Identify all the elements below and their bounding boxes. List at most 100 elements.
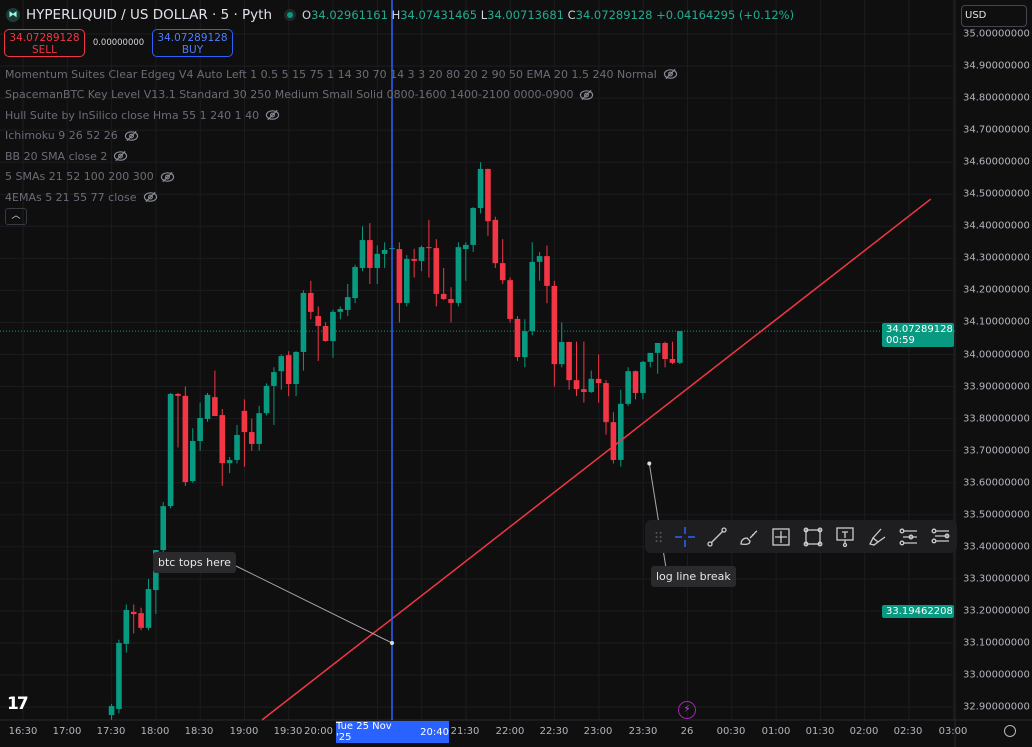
- candle-body: [647, 352, 654, 362]
- market-status-icon[interactable]: [284, 9, 297, 21]
- price-tick-label: 33.30000000: [963, 573, 1030, 585]
- eye-off-icon[interactable]: [124, 130, 139, 142]
- tradingview-logo[interactable]: 17: [7, 694, 29, 714]
- candle-body: [603, 383, 609, 423]
- indicator-item[interactable]: Ichimoku 9 26 52 26: [5, 126, 678, 147]
- price-tick-label: 33.70000000: [963, 445, 1030, 457]
- candle-body: [204, 394, 211, 419]
- symbol-title[interactable]: HYPERLIQUID / US DOLLAR · 5 · Pyth: [26, 7, 273, 23]
- candle-body: [138, 613, 144, 628]
- candle-body: [470, 208, 476, 245]
- price-tick-label: 33.10000000: [963, 637, 1030, 649]
- candle-body: [145, 589, 152, 628]
- eye-off-icon[interactable]: [663, 68, 678, 80]
- callout-btc-tops[interactable]: btc tops here: [153, 552, 236, 573]
- candle-body: [536, 256, 543, 262]
- price-tick-label: 33.80000000: [963, 413, 1030, 425]
- price-tick-label: 34.50000000: [963, 188, 1030, 200]
- candle-body: [167, 393, 174, 507]
- time-tick-label: 18:30: [184, 726, 214, 737]
- price-tick-label: 33.40000000: [963, 541, 1030, 553]
- highlighter-icon[interactable]: [861, 523, 893, 551]
- candle-body: [315, 316, 321, 326]
- time-tick-label: 02:00: [849, 726, 879, 737]
- candle-body: [551, 285, 558, 365]
- indicator-item[interactable]: Momentum Suites Clear Edgeg V4 Auto Left…: [5, 64, 678, 85]
- eye-off-icon[interactable]: [160, 171, 175, 183]
- eye-off-icon[interactable]: [143, 191, 158, 203]
- price-tick-label: 34.10000000: [963, 316, 1030, 328]
- candle-body: [308, 292, 314, 312]
- close-value: 34.07289128: [575, 8, 653, 22]
- buy-button[interactable]: 34.07289128 BUY: [152, 29, 233, 57]
- candle-body: [367, 240, 373, 268]
- brush-icon[interactable]: [733, 523, 765, 551]
- indicator-item[interactable]: Hull Suite by InSilico close Hma 55 1 24…: [5, 105, 678, 126]
- time-tick-label: 18:00: [140, 726, 170, 737]
- candle-body: [197, 417, 203, 442]
- settings-lines-icon[interactable]: [925, 523, 957, 551]
- low-value: 34.00713681: [487, 8, 564, 22]
- trendline-icon[interactable]: [701, 523, 733, 551]
- candle-body: [241, 410, 248, 433]
- candle-body: [123, 609, 130, 644]
- candle-body: [256, 413, 262, 444]
- crosshair-time-label: Tue 25 Nov '25 20:40: [336, 721, 449, 743]
- price-tick-label: 34.00000000: [963, 349, 1030, 360]
- ohlc-readout: O34.02961161 H34.07431465 L34.00713681 C…: [302, 8, 794, 22]
- candle-body: [330, 311, 336, 342]
- high-value: 34.07431465: [400, 8, 478, 22]
- price-tick-label: 33.50000000: [963, 509, 1030, 521]
- rectangle-icon[interactable]: [797, 523, 829, 551]
- candle-body: [507, 280, 513, 319]
- candle-body: [234, 434, 240, 460]
- buy-price: 34.07289128: [157, 32, 228, 44]
- eye-off-icon[interactable]: [265, 109, 280, 121]
- time-tick-label: 19:30: [273, 726, 303, 737]
- time-tick-label: 19:00: [229, 726, 259, 737]
- eye-off-icon[interactable]: [113, 150, 128, 162]
- time-tick-label: 17:30: [96, 726, 126, 737]
- candle-body: [573, 380, 580, 390]
- indicator-item[interactable]: SpacemanBTC Key Level V13.1 Standard 30 …: [5, 85, 678, 106]
- candle-body: [654, 342, 661, 353]
- price-tick-label: 34.40000000: [963, 220, 1030, 232]
- indicator-item[interactable]: 5 SMAs 21 52 100 200 300: [5, 167, 678, 188]
- time-tick-label: 01:30: [805, 726, 835, 737]
- crosshair-icon[interactable]: [669, 523, 701, 551]
- indicator-item[interactable]: 4EMAs 5 21 55 77 close: [5, 187, 678, 208]
- price-tick-label: 33.60000000: [963, 477, 1030, 489]
- candle-body: [426, 247, 432, 249]
- time-tick-label: 00:30: [716, 726, 746, 737]
- drag-handle-icon[interactable]: [649, 523, 669, 551]
- measure-icon[interactable]: [765, 523, 797, 551]
- callout-log-line-break[interactable]: log line break: [651, 566, 736, 587]
- eye-off-icon[interactable]: [579, 89, 594, 101]
- open-value: 34.02961161: [311, 8, 388, 22]
- candle-body: [558, 342, 565, 365]
- time-tick-label: 01:00: [761, 726, 791, 737]
- candle-body: [212, 397, 218, 417]
- candle-body: [662, 342, 668, 359]
- time-tick-label: 26: [680, 726, 694, 737]
- trade-panel: 34.07289128 SELL 0.00000000 34.07289128 BU…: [4, 29, 233, 57]
- candle-body: [514, 318, 521, 358]
- price-tick-label: 32.90000000: [963, 701, 1030, 713]
- time-tick-label: 23:00: [583, 726, 613, 737]
- currency-select[interactable]: USD: [961, 5, 1027, 27]
- text-icon[interactable]: [829, 523, 861, 551]
- price-tick-label: 34.30000000: [963, 252, 1030, 264]
- candle-body: [610, 422, 617, 460]
- axis-settings-icon[interactable]: [1004, 725, 1016, 737]
- candle-body: [293, 351, 299, 384]
- candle-body: [677, 331, 683, 363]
- candle-body: [116, 642, 122, 709]
- indicator-item[interactable]: BB 20 SMA close 2: [5, 146, 678, 167]
- crosshair-date: Tue 25 Nov '25: [336, 721, 392, 743]
- lightning-icon[interactable]: ⚡: [678, 701, 696, 719]
- sell-button[interactable]: 34.07289128 SELL: [4, 29, 85, 57]
- bar-countdown: 00:59: [886, 335, 915, 346]
- parallel-channel-icon[interactable]: [893, 523, 925, 551]
- chevron-up-icon[interactable]: ︿: [5, 208, 27, 225]
- price-tick-label: 34.20000000: [963, 284, 1030, 296]
